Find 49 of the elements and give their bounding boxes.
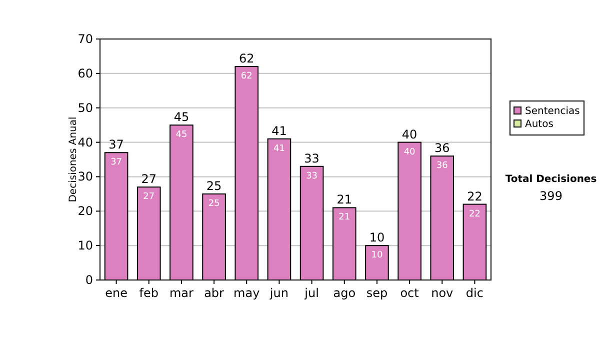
total-label: 22 [467,189,482,204]
total-label: 27 [141,172,157,186]
y-tick-label: 60 [78,66,93,80]
y-tick-label: 40 [78,135,93,150]
x-tick-label: may [234,286,260,300]
x-tick-label: feb [139,286,158,300]
x-tick-label: jul [304,286,319,300]
total-label: 10 [369,230,385,245]
total-label: 36 [434,141,450,156]
total-label: 37 [108,138,124,152]
text: 399 [540,189,562,203]
data-label: 36 [436,161,448,172]
y-tick-label: 70 [78,32,93,46]
y-tick-label: 10 [78,238,93,253]
x-tick-label: ago [333,286,356,300]
x-tick-label: nov [431,286,454,300]
text: Total Decisiones [505,174,597,185]
y-tick-label: 30 [78,170,93,184]
legend-label: Autos [525,119,554,130]
total-label: 33 [304,151,320,166]
legend-label: Sentencias [525,106,580,117]
data-label: 40 [404,147,416,158]
y-tick-label: 50 [78,100,93,115]
total-label: 25 [206,178,222,193]
total-label: 40 [402,127,418,142]
total-label: 45 [174,110,190,124]
data-label: 25 [208,198,220,209]
data-label: 10 [371,250,383,261]
total-label: 41 [272,124,287,138]
data-label: 27 [143,192,155,202]
data-label: 41 [273,144,285,154]
x-tick-label: oct [400,286,420,300]
data-label: 45 [176,130,188,140]
y-axis-title: Decisiones Anual [68,116,79,202]
data-label: 21 [338,212,350,223]
data-label: 22 [468,209,480,220]
y-tick-label: 20 [78,204,93,218]
x-tick-label: ene [105,286,128,300]
y-tick-label: 0 [85,273,93,287]
total-label: 62 [238,52,254,66]
x-tick-label: mar [169,286,194,300]
total-label: 21 [336,192,352,207]
data-label: 62 [240,72,252,82]
x-tick-label: jun [268,286,288,300]
x-tick-label: sep [366,286,388,300]
data-label: 33 [306,171,318,182]
data-label: 37 [110,158,122,168]
x-tick-label: dic [466,286,484,300]
x-tick-label: abr [204,286,224,300]
